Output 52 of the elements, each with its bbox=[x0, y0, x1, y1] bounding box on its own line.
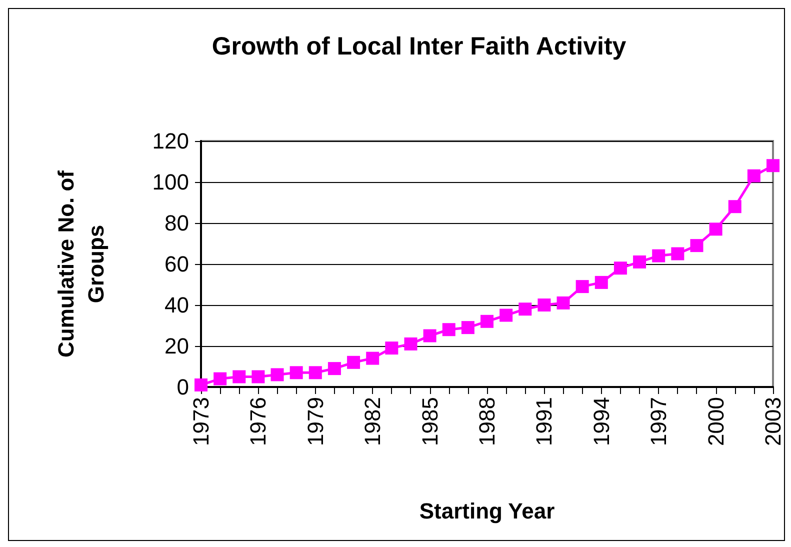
x-tick-label: 1973 bbox=[188, 397, 214, 446]
point bbox=[308, 366, 322, 380]
x-tick-label: 1994 bbox=[588, 397, 614, 446]
point bbox=[385, 342, 398, 355]
point bbox=[500, 308, 513, 322]
point bbox=[633, 255, 646, 268]
point bbox=[480, 314, 494, 328]
y-tick-label: 40 bbox=[164, 292, 189, 318]
point bbox=[232, 370, 246, 384]
point bbox=[423, 329, 436, 342]
y-tick-label: 60 bbox=[164, 252, 189, 276]
y-axis-title: Cumulative No. of Groups bbox=[54, 170, 108, 358]
point bbox=[214, 372, 227, 386]
chart-title: Growth of Local Inter Faith Activity bbox=[212, 32, 626, 60]
point bbox=[766, 159, 780, 172]
point bbox=[461, 321, 474, 334]
y-tick-label: 120 bbox=[152, 128, 189, 154]
point bbox=[442, 323, 456, 336]
point bbox=[347, 356, 360, 369]
point bbox=[709, 222, 722, 236]
x-tick-label: 2000 bbox=[703, 397, 728, 446]
x-tick-label: 1997 bbox=[646, 397, 672, 446]
point bbox=[366, 352, 380, 365]
point bbox=[538, 298, 551, 312]
point bbox=[518, 302, 532, 316]
x-tick-label: 1982 bbox=[360, 397, 386, 446]
point bbox=[290, 366, 303, 380]
y-tick-label: 100 bbox=[152, 170, 189, 194]
y-tick-label: 80 bbox=[164, 210, 189, 236]
point bbox=[671, 247, 684, 260]
x-axis-title: Starting Year bbox=[419, 498, 556, 524]
point bbox=[728, 200, 742, 214]
x-tick-label: 1991 bbox=[532, 397, 557, 446]
point bbox=[270, 368, 284, 382]
point bbox=[690, 239, 704, 252]
y-tick-label: 20 bbox=[164, 334, 189, 358]
point bbox=[614, 262, 627, 275]
x-tick-label: 1979 bbox=[302, 397, 328, 446]
point bbox=[194, 378, 208, 392]
point bbox=[594, 276, 608, 289]
x-tick-label: 2003 bbox=[760, 397, 786, 446]
point bbox=[747, 169, 760, 182]
point bbox=[576, 280, 589, 294]
point bbox=[404, 337, 418, 350]
point bbox=[652, 249, 666, 262]
x-tick-label: 1988 bbox=[474, 397, 500, 446]
point bbox=[328, 362, 341, 376]
x-tick-label: 1985 bbox=[417, 397, 442, 446]
x-tick-label: 1976 bbox=[246, 397, 271, 446]
point bbox=[556, 296, 570, 310]
y-tick-label: 0 bbox=[176, 374, 189, 400]
point bbox=[252, 370, 265, 384]
